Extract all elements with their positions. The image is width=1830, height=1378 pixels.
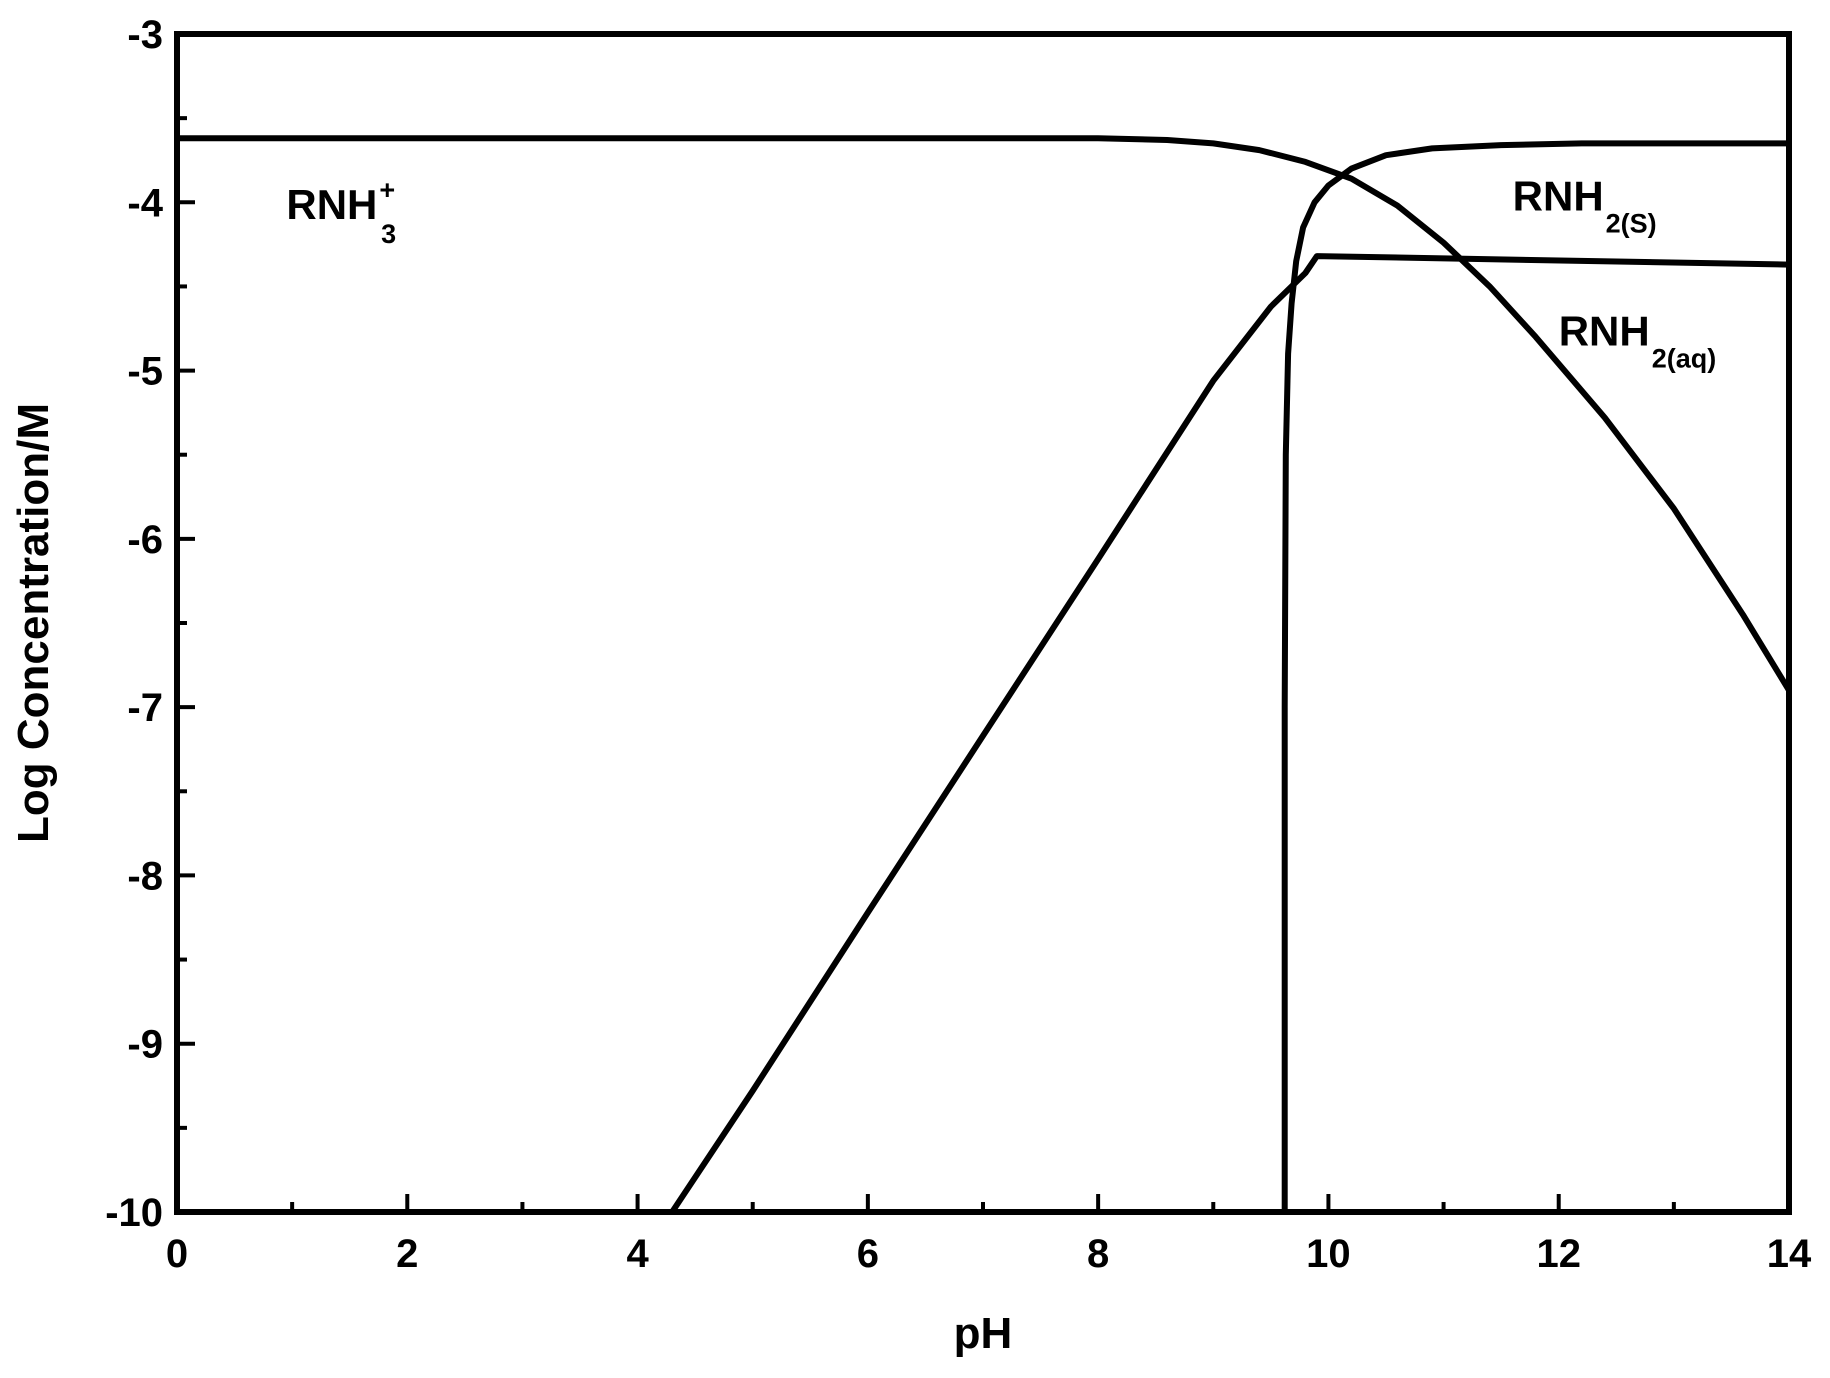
- x-tick-label: 8: [1087, 1232, 1109, 1276]
- species-label-rnh2aq: RNH2(aq): [1559, 307, 1717, 373]
- species-label-sub: 3: [381, 219, 396, 249]
- y-axis-title: Log Concentration/M: [9, 403, 58, 843]
- x-tick-label: 10: [1306, 1232, 1351, 1276]
- species-label-main: RNH: [1513, 173, 1604, 220]
- x-tick-label: 12: [1536, 1232, 1581, 1276]
- y-tick-label: -4: [127, 181, 163, 225]
- x-tick-label: 6: [857, 1232, 879, 1276]
- series-line-1: [174, 135, 1792, 694]
- y-tick-label: -5: [127, 350, 163, 394]
- y-tick-label: -10: [105, 1191, 163, 1235]
- series-line-2: [669, 253, 1792, 1215]
- species-label-sub: 2(S): [1606, 209, 1657, 239]
- species-label-sup: +: [379, 175, 395, 205]
- y-tick-label: -8: [127, 854, 163, 898]
- x-axis-title: pH: [954, 1309, 1013, 1358]
- species-label-sub: 2(aq): [1652, 343, 1717, 373]
- x-tick-label: 0: [166, 1232, 188, 1276]
- x-tick-label: 14: [1767, 1232, 1812, 1276]
- y-tick-label: -9: [127, 1023, 163, 1067]
- curve-layer: [174, 135, 1792, 1215]
- species-label-rnh3: RNH+ 3: [286, 175, 396, 249]
- tick-layer: 0 2 4 6 8 10 12 14 -3 -4 -5 -6 -7 -8 -9 -10: [105, 13, 1812, 1276]
- x-tick-label: 4: [626, 1232, 649, 1276]
- y-tick-label: -7: [127, 686, 163, 730]
- species-label-main: RNH: [1559, 307, 1650, 354]
- x-tick-label: 2: [396, 1232, 418, 1276]
- y-tick-label: -3: [127, 13, 163, 57]
- species-label-rnh2s: RNH2(S): [1513, 173, 1657, 239]
- species-label-main: RNH: [286, 181, 377, 228]
- y-tick-label: -6: [127, 518, 163, 562]
- series-line-3: [1281, 140, 1792, 1215]
